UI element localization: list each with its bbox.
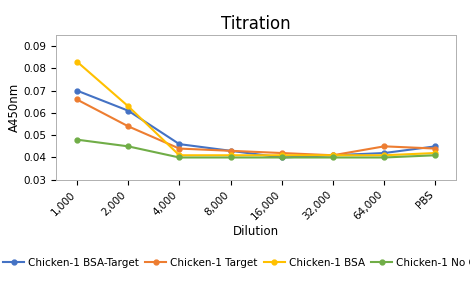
Line: Chicken-1 No Coating: Chicken-1 No Coating — [74, 137, 438, 160]
Chicken-1 Target — [330, 153, 336, 157]
Chicken-1 No Coating — [228, 156, 234, 159]
Line: Chicken-1 BSA-Target: Chicken-1 BSA-Target — [74, 88, 438, 160]
Chicken-1 No Coating — [125, 145, 131, 148]
Chicken-1 No Coating — [381, 156, 387, 159]
Title: Titration: Titration — [221, 15, 291, 33]
Chicken-1 BSA — [279, 153, 284, 157]
Line: Chicken-1 BSA: Chicken-1 BSA — [74, 59, 438, 158]
Chicken-1 BSA-Target — [74, 89, 80, 92]
Chicken-1 BSA — [381, 153, 387, 157]
Chicken-1 Target — [279, 151, 284, 155]
Line: Chicken-1 Target: Chicken-1 Target — [74, 97, 438, 158]
Chicken-1 BSA — [228, 153, 234, 157]
Chicken-1 BSA-Target — [228, 149, 234, 153]
Chicken-1 BSA-Target — [432, 145, 438, 148]
Chicken-1 BSA — [125, 104, 131, 108]
Chicken-1 BSA-Target — [330, 153, 336, 157]
Y-axis label: A450nm: A450nm — [8, 83, 21, 132]
Chicken-1 BSA-Target — [125, 109, 131, 113]
Chicken-1 BSA — [177, 153, 182, 157]
Chicken-1 Target — [74, 98, 80, 101]
Chicken-1 BSA-Target — [381, 151, 387, 155]
Chicken-1 BSA-Target — [279, 156, 284, 159]
Chicken-1 Target — [228, 149, 234, 153]
Chicken-1 BSA — [432, 151, 438, 155]
Chicken-1 BSA — [330, 153, 336, 157]
Chicken-1 BSA-Target — [177, 142, 182, 146]
Chicken-1 No Coating — [279, 156, 284, 159]
Chicken-1 No Coating — [432, 153, 438, 157]
Chicken-1 Target — [381, 145, 387, 148]
Chicken-1 No Coating — [330, 156, 336, 159]
X-axis label: Dilution: Dilution — [233, 225, 279, 238]
Legend: Chicken-1 BSA-Target, Chicken-1 Target, Chicken-1 BSA, Chicken-1 No Coating: Chicken-1 BSA-Target, Chicken-1 Target, … — [0, 255, 470, 271]
Chicken-1 No Coating — [177, 156, 182, 159]
Chicken-1 No Coating — [74, 138, 80, 142]
Chicken-1 BSA — [74, 60, 80, 63]
Chicken-1 Target — [125, 124, 131, 128]
Chicken-1 Target — [432, 147, 438, 150]
Chicken-1 Target — [177, 147, 182, 150]
